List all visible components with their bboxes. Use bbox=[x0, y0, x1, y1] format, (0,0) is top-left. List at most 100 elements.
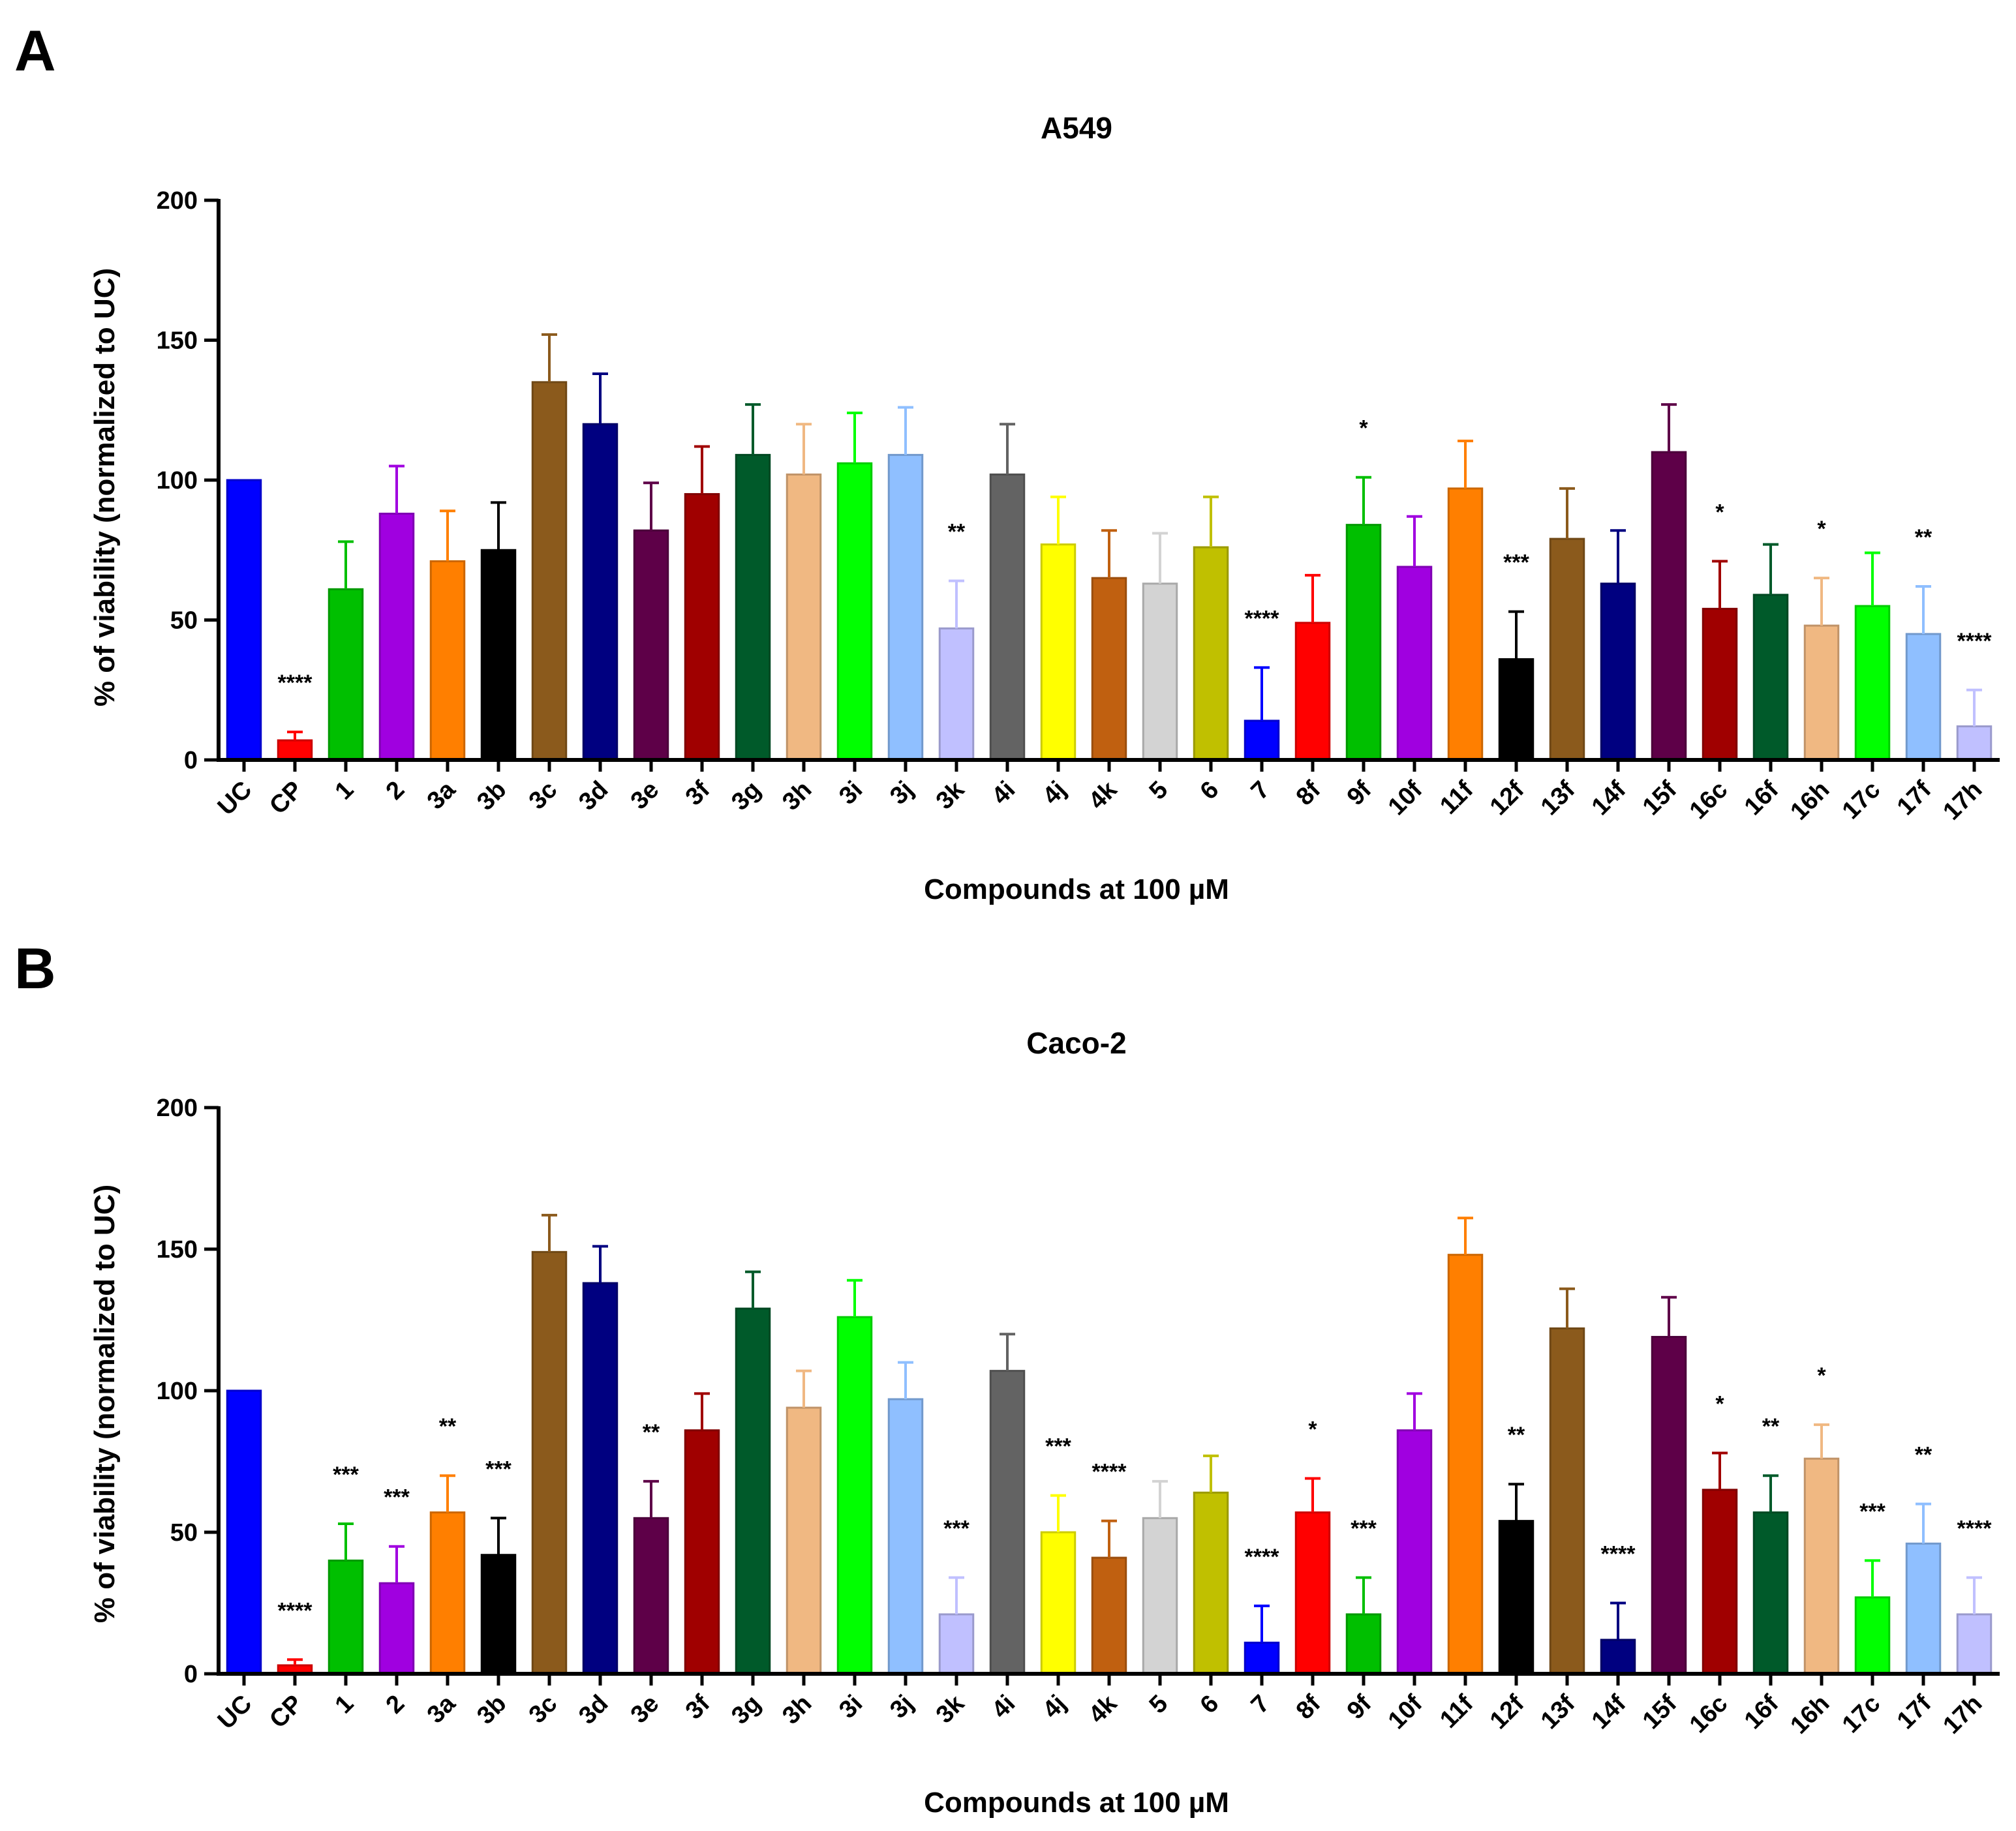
bar bbox=[887, 453, 924, 761]
bar bbox=[226, 1389, 262, 1675]
bar bbox=[1854, 605, 1891, 761]
bar bbox=[1956, 1613, 1993, 1675]
bar bbox=[1091, 1556, 1127, 1675]
bar bbox=[1498, 658, 1535, 761]
bar bbox=[1905, 1542, 1942, 1675]
bar bbox=[1142, 1517, 1178, 1675]
bar bbox=[989, 473, 1026, 761]
bar bbox=[989, 1370, 1026, 1675]
panel-letter: A bbox=[14, 18, 56, 83]
significance-label: **** bbox=[1957, 629, 1993, 654]
significance-label: *** bbox=[333, 1462, 359, 1487]
bar bbox=[1040, 1531, 1077, 1675]
bar bbox=[938, 627, 975, 761]
bar bbox=[735, 1307, 771, 1675]
y-tick-label: 200 bbox=[157, 187, 198, 215]
bar bbox=[1803, 624, 1840, 761]
y-axis-label: % of viability (normalized to UC) bbox=[89, 268, 121, 706]
bar bbox=[1702, 1489, 1738, 1675]
bar bbox=[1651, 451, 1687, 761]
significance-label: *** bbox=[1503, 551, 1529, 575]
significance-label: * bbox=[1359, 416, 1368, 441]
bar bbox=[786, 473, 822, 761]
bar bbox=[328, 588, 364, 761]
bar bbox=[1345, 524, 1382, 761]
bar bbox=[328, 1559, 364, 1675]
significance-label: **** bbox=[278, 1598, 313, 1623]
bar bbox=[887, 1398, 924, 1675]
bar bbox=[1854, 1596, 1891, 1675]
bar bbox=[1600, 1639, 1636, 1675]
bar bbox=[1193, 546, 1229, 761]
bar bbox=[1345, 1613, 1382, 1675]
bar bbox=[786, 1406, 822, 1675]
significance-label: * bbox=[1715, 1391, 1724, 1416]
bar bbox=[1244, 719, 1280, 761]
y-tick-label: 50 bbox=[170, 1519, 198, 1547]
bar bbox=[684, 492, 720, 761]
bar bbox=[1498, 1520, 1535, 1675]
bar bbox=[1244, 1641, 1280, 1675]
bar bbox=[1600, 583, 1636, 761]
bar bbox=[1651, 1336, 1687, 1675]
bar bbox=[226, 479, 262, 761]
bar bbox=[1752, 594, 1789, 761]
bar bbox=[1549, 537, 1585, 761]
significance-label: *** bbox=[1351, 1516, 1377, 1541]
significance-label: ** bbox=[1762, 1414, 1780, 1439]
bar bbox=[735, 453, 771, 761]
significance-label: *** bbox=[384, 1485, 410, 1510]
significance-label: ** bbox=[1915, 1443, 1932, 1468]
bar bbox=[836, 462, 873, 761]
bar bbox=[1803, 1457, 1840, 1675]
bar bbox=[480, 1554, 517, 1675]
y-tick-label: 50 bbox=[170, 607, 198, 635]
significance-label: ** bbox=[1915, 525, 1932, 550]
significance-label: *** bbox=[1045, 1434, 1071, 1459]
panel-letter: B bbox=[14, 936, 56, 1001]
bar bbox=[429, 1511, 466, 1675]
significance-label: ** bbox=[643, 1420, 660, 1445]
chart-title: Caco-2 bbox=[1026, 1026, 1126, 1060]
significance-label: **** bbox=[1092, 1460, 1127, 1485]
bar bbox=[1040, 543, 1077, 761]
x-axis-label: Compounds at 100 µM bbox=[924, 1787, 1229, 1819]
bar bbox=[582, 1282, 619, 1675]
bar bbox=[480, 549, 517, 761]
significance-label: **** bbox=[1245, 606, 1280, 631]
significance-label: * bbox=[1817, 1363, 1826, 1388]
significance-label: *** bbox=[943, 1516, 970, 1541]
bar bbox=[1396, 1429, 1433, 1675]
significance-label: **** bbox=[1601, 1542, 1636, 1567]
bar bbox=[378, 1582, 415, 1675]
bar bbox=[938, 1613, 975, 1675]
significance-label: * bbox=[1308, 1417, 1317, 1442]
significance-label: **** bbox=[1245, 1545, 1280, 1569]
bar bbox=[1549, 1327, 1585, 1675]
significance-label: * bbox=[1817, 517, 1826, 541]
bar bbox=[582, 423, 619, 761]
significance-label: **** bbox=[1957, 1516, 1993, 1541]
bar bbox=[277, 739, 313, 761]
y-axis-label: % of viability (normalized to UC) bbox=[89, 1185, 121, 1623]
bar bbox=[633, 529, 669, 761]
y-tick-label: 150 bbox=[157, 1236, 198, 1264]
significance-label: ** bbox=[1508, 1423, 1525, 1447]
significance-label: ** bbox=[948, 519, 966, 544]
y-tick-label: 100 bbox=[157, 467, 198, 494]
bar bbox=[1447, 1254, 1484, 1675]
bar bbox=[1905, 633, 1942, 761]
bar bbox=[378, 512, 415, 761]
bar bbox=[1091, 577, 1127, 761]
bar bbox=[1142, 583, 1178, 761]
bar bbox=[1752, 1511, 1789, 1675]
bar bbox=[1702, 607, 1738, 761]
y-tick-label: 150 bbox=[157, 327, 198, 355]
bar bbox=[1447, 487, 1484, 761]
y-tick-label: 100 bbox=[157, 1378, 198, 1405]
significance-label: ** bbox=[439, 1414, 457, 1439]
bar bbox=[633, 1517, 669, 1675]
bar bbox=[531, 1250, 568, 1675]
x-axis-label: Compounds at 100 µM bbox=[924, 873, 1229, 905]
